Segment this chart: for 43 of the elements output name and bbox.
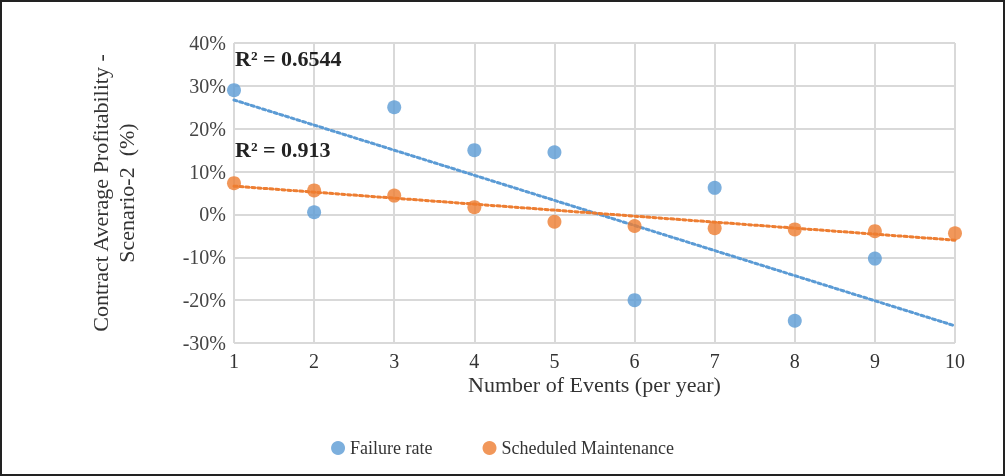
point: [787, 222, 802, 237]
y-tick-label: 0%: [199, 203, 226, 226]
point: [307, 205, 322, 220]
x-tick-label: 8: [789, 350, 800, 372]
x-tick-label: 2: [309, 350, 320, 372]
legend-label: Failure rate: [350, 438, 433, 458]
point: [787, 313, 802, 328]
x-tick-label: 6: [629, 350, 640, 372]
x-tick-label: 5: [549, 350, 560, 372]
point: [307, 183, 322, 198]
x-tick-label: 7: [709, 350, 720, 372]
point: [707, 221, 722, 236]
x-tick-label: 3: [389, 350, 400, 372]
x-tick-label: 10: [945, 350, 965, 372]
y-tick-label: 40%: [189, 32, 226, 54]
x-tick-label: 9: [869, 350, 880, 372]
point: [627, 219, 642, 233]
point: [227, 176, 241, 191]
legend-label: Scheduled Maintenance: [501, 438, 674, 458]
point: [227, 83, 241, 98]
point: [547, 145, 562, 160]
point: [467, 143, 482, 158]
point: [627, 293, 642, 308]
point: [867, 251, 882, 266]
y-tick-label: -30%: [182, 332, 226, 354]
point: [467, 200, 482, 215]
y-tick-label: 30%: [189, 74, 226, 97]
annotation: R² = 0.6544: [235, 45, 342, 71]
point: [387, 100, 402, 115]
point: [387, 188, 402, 203]
y-tick-label: 10%: [189, 160, 226, 183]
y-axis-title: Contract Average Profitability - Scenario-2 (%): [87, 54, 139, 332]
y-tick-label: 20%: [189, 117, 226, 140]
y-tick-label: -20%: [182, 289, 226, 312]
y-tick-label: -10%: [182, 246, 226, 269]
annotation: R² = 0.913: [235, 136, 331, 162]
point: [707, 180, 722, 195]
point: [867, 224, 882, 239]
x-axis-title: Number of Events (per year): [468, 371, 721, 397]
x-tick-label: 1: [229, 350, 239, 372]
point: [547, 214, 562, 229]
x-tick-label: 4: [469, 350, 480, 372]
point: [948, 226, 962, 241]
